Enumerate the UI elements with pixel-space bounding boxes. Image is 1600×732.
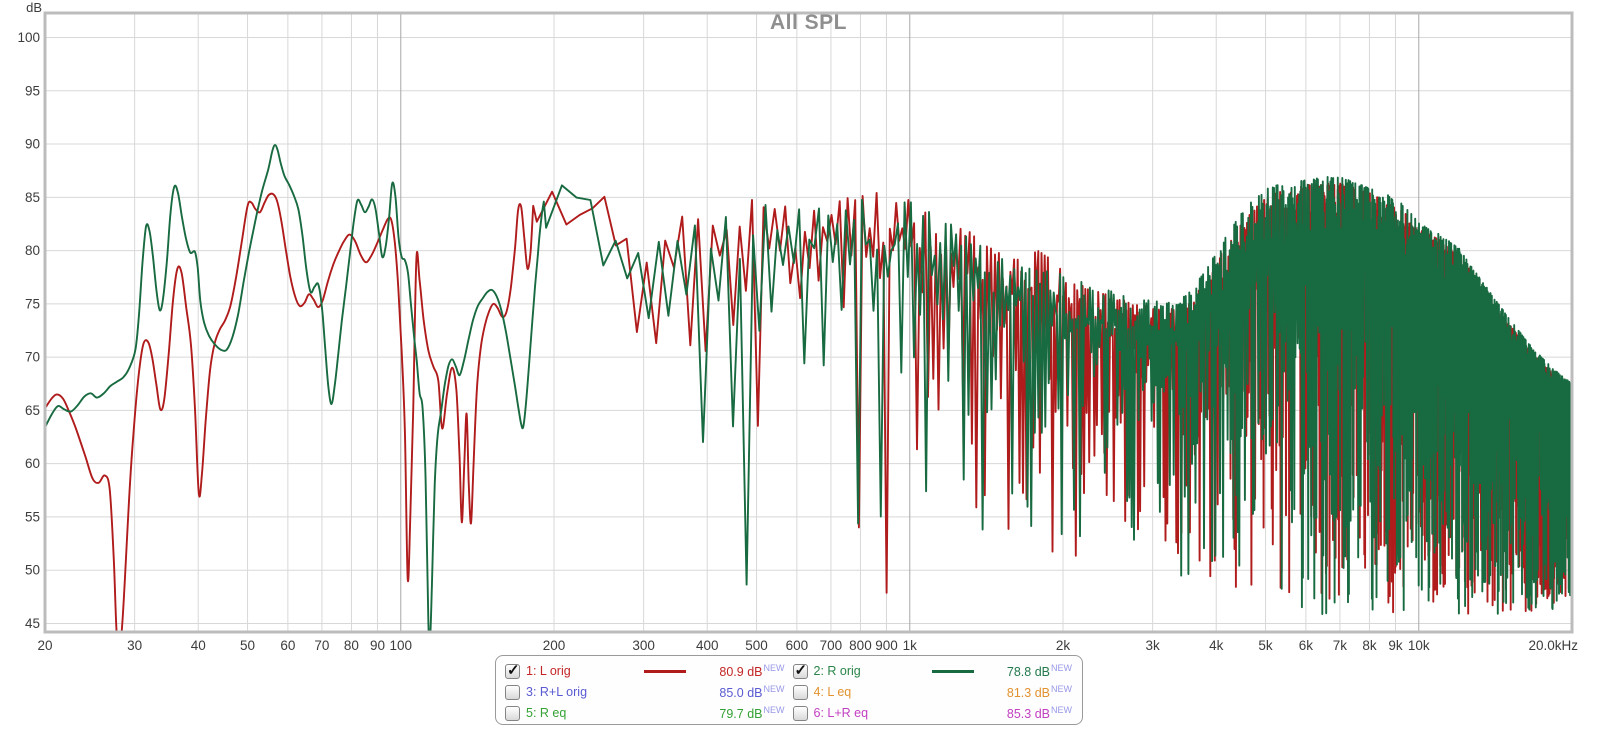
x-tick-label: 400 xyxy=(696,638,719,653)
x-tick-label: 70 xyxy=(314,638,329,653)
x-tick-label: 20 xyxy=(37,638,52,653)
y-tick-label: 100 xyxy=(17,30,40,45)
measurement-legend: ✓ 1: L orig 80.9 dBNEW ✓ 2: R orig 78.8 … xyxy=(495,655,1083,725)
new-flag: NEW xyxy=(1051,662,1072,673)
x-tick-label: 50 xyxy=(240,638,255,653)
legend-value: 85.0 dBNEW xyxy=(719,683,785,701)
y-tick-label: 85 xyxy=(25,190,40,205)
legend-value: 81.3 dBNEW xyxy=(1006,683,1072,701)
x-tick-label: 20.0kHz xyxy=(1528,638,1578,653)
x-tick-label: 300 xyxy=(632,638,655,653)
legend-value: 79.7 dBNEW xyxy=(719,704,785,722)
legend-label[interactable]: 1: L orig xyxy=(526,664,571,678)
y-tick-label: 70 xyxy=(25,350,40,365)
legend-row-lr-eq: 6: L+R eq 85.3 dBNEW xyxy=(792,703,1072,723)
y-tick-label: 45 xyxy=(25,616,40,631)
line-swatch xyxy=(644,669,686,673)
trace-line-sample xyxy=(932,691,980,694)
y-tick-label: 90 xyxy=(25,137,40,152)
trace-line-sample xyxy=(931,669,980,673)
y-tick-label: 55 xyxy=(25,509,40,524)
y-tick-label: 65 xyxy=(25,403,40,418)
legend-label[interactable]: 6: L+R eq xyxy=(813,706,869,720)
check-icon: ✓ xyxy=(507,661,520,679)
legend-label[interactable]: 2: R orig xyxy=(813,664,861,678)
new-flag: NEW xyxy=(763,704,785,715)
new-flag: NEW xyxy=(1051,683,1072,694)
x-tick-label: 30 xyxy=(127,638,142,653)
y-tick-label: 95 xyxy=(25,83,40,98)
new-flag: NEW xyxy=(763,662,785,673)
x-tick-label: 100 xyxy=(390,638,413,653)
y-axis-unit-label: dB xyxy=(26,0,42,15)
new-flag: NEW xyxy=(1051,704,1072,715)
x-tick-label: 7k xyxy=(1333,638,1348,653)
x-tick-label: 90 xyxy=(370,638,385,653)
line-swatch xyxy=(644,691,686,694)
trace-line-sample xyxy=(644,669,692,673)
x-tick-label: 500 xyxy=(745,638,768,653)
x-tick-label: 4k xyxy=(1209,638,1224,653)
legend-row-r-eq: 5: R eq 79.7 dBNEW xyxy=(505,703,785,723)
series-r-orig xyxy=(46,144,1571,631)
axis-labels: 100 95 90 85 80 75 70 65 60 55 50 45 20 30 40 50 60 70 80 9… xyxy=(17,30,1578,653)
checkbox-rl-orig[interactable] xyxy=(505,684,520,700)
line-swatch xyxy=(644,712,686,715)
x-tick-label: 3k xyxy=(1145,638,1160,653)
x-tick-label: 6k xyxy=(1299,638,1314,653)
legend-row-l-orig: ✓ 1: L orig 80.9 dBNEW xyxy=(505,661,785,681)
x-tick-label: 700 xyxy=(820,638,843,653)
x-tick-label: 1k xyxy=(903,638,918,653)
x-tick-label: 5k xyxy=(1258,638,1273,653)
plot-frame xyxy=(43,11,1574,634)
chart-title: All SPL xyxy=(769,11,847,34)
x-tick-label: 9k xyxy=(1388,638,1403,653)
legend-row-l-eq: 4: L eq 81.3 dBNEW xyxy=(792,682,1072,702)
legend-value: 85.3 dBNEW xyxy=(1006,704,1072,722)
x-tick-label: 900 xyxy=(875,638,898,653)
x-tick-label: 800 xyxy=(849,638,872,653)
legend-value: 78.8 dBNEW xyxy=(1006,662,1072,680)
x-tick-label: 80 xyxy=(344,638,359,653)
legend-label[interactable]: 5: R eq xyxy=(526,706,567,720)
legend-label[interactable]: 3: R+L orig xyxy=(526,685,588,699)
new-flag: NEW xyxy=(763,683,785,694)
checkbox-l-orig[interactable]: ✓ xyxy=(505,661,520,679)
y-tick-label: 80 xyxy=(25,243,40,258)
checkbox-lr-eq[interactable] xyxy=(792,705,808,721)
x-tick-label: 40 xyxy=(191,638,206,653)
x-tick-label: 2k xyxy=(1056,638,1071,653)
trace-line-sample xyxy=(932,712,980,715)
line-swatch xyxy=(931,669,974,673)
checkbox-r-eq[interactable] xyxy=(505,705,520,721)
checkbox-l-eq[interactable] xyxy=(792,684,808,700)
trace-line-sample xyxy=(644,712,692,715)
x-tick-label: 60 xyxy=(280,638,295,653)
x-tick-label: 8k xyxy=(1362,638,1377,653)
legend-row-rl-orig: 3: R+L orig 85.0 dBNEW xyxy=(505,682,785,702)
y-tick-label: 75 xyxy=(25,296,40,311)
legend-row-r-orig: ✓ 2: R orig 78.8 dBNEW xyxy=(792,661,1072,681)
legend-label[interactable]: 4: L eq xyxy=(813,685,852,699)
check-icon: ✓ xyxy=(794,661,808,679)
y-tick-label: 60 xyxy=(25,456,40,471)
x-tick-label: 600 xyxy=(786,638,809,653)
line-swatch xyxy=(932,691,974,694)
checkbox-r-orig[interactable]: ✓ xyxy=(792,661,808,679)
x-tick-label: 200 xyxy=(543,638,566,653)
trace-line-sample xyxy=(644,691,692,694)
x-tick-label: 10k xyxy=(1408,638,1430,653)
y-tick-label: 50 xyxy=(25,563,40,578)
line-swatch xyxy=(932,712,974,715)
legend-value: 80.9 dBNEW xyxy=(719,662,785,680)
